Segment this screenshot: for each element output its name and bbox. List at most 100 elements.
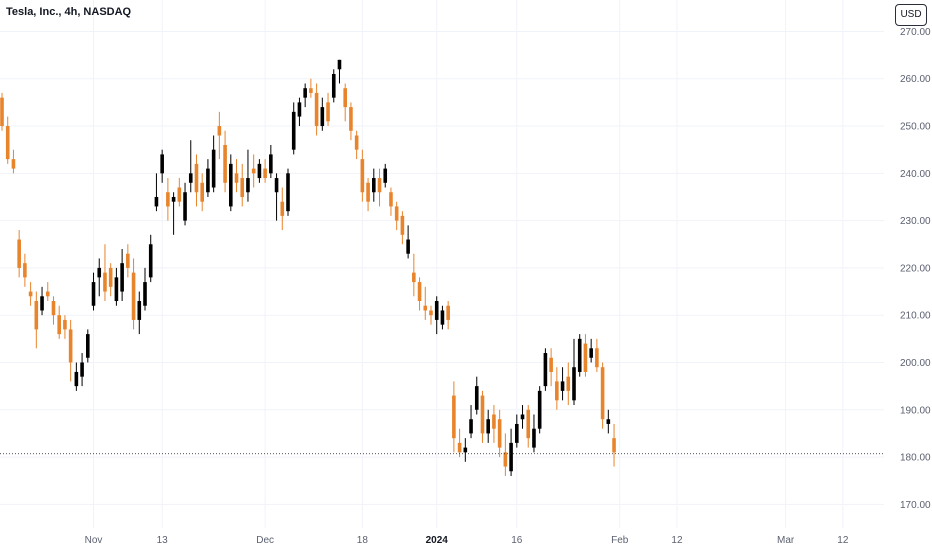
candle: [452, 381, 456, 453]
candle: [612, 423, 616, 467]
candle: [80, 353, 84, 387]
candle: [354, 130, 359, 160]
candle: [297, 97, 302, 127]
candle: [0, 92, 4, 131]
candle: [337, 59, 342, 84]
chart-title: Tesla, Inc., 4h, NASDAQ: [6, 6, 132, 18]
candle: [360, 149, 365, 202]
candle: [51, 296, 56, 325]
candle: [480, 390, 485, 443]
candle: [543, 348, 548, 391]
candle: [303, 83, 307, 108]
candle: [291, 102, 296, 155]
candle: [537, 386, 542, 434]
candle: [457, 428, 462, 458]
candle: [103, 244, 107, 302]
price-tick-label: 240.00: [900, 169, 931, 180]
candle: [589, 338, 593, 363]
candle: [320, 97, 325, 131]
candle: [417, 277, 422, 311]
candle: [120, 248, 124, 302]
candle: [154, 173, 159, 212]
price-tick-label: 250.00: [900, 122, 931, 133]
price-tick-label: 200.00: [900, 358, 931, 369]
candle: [148, 234, 153, 283]
candle: [412, 253, 416, 297]
time-tick-label: 13: [157, 535, 169, 546]
candle: [206, 159, 210, 197]
candle: [497, 409, 502, 458]
candle: [5, 116, 10, 164]
time-tick-label: 12: [671, 535, 683, 546]
candle: [549, 348, 553, 387]
candle: [34, 291, 39, 349]
candle: [314, 83, 319, 136]
time-tick-label: Mar: [777, 535, 795, 546]
price-tick-label: 170.00: [900, 500, 931, 511]
candle: [223, 130, 227, 193]
candle: [492, 405, 496, 443]
candle: [45, 282, 50, 302]
candle: [423, 286, 428, 320]
candle: [269, 144, 273, 179]
candle: [11, 149, 16, 174]
candle: [469, 405, 473, 439]
time-tick-label: Feb: [611, 535, 629, 546]
candle: [555, 367, 559, 410]
chart-grid: [0, 0, 884, 528]
candle: [126, 244, 130, 278]
candle: [446, 301, 450, 330]
time-tick-label: 12: [837, 535, 849, 546]
candle: [263, 159, 267, 183]
time-axis: Nov 13 Dec 18 2024 16 Feb 12 Mar 12: [85, 535, 849, 546]
candle: [171, 192, 176, 235]
candle: [509, 428, 513, 476]
candle: [309, 78, 313, 98]
candle: [366, 178, 370, 212]
time-tick-label: 18: [357, 535, 369, 546]
candle: [595, 338, 599, 372]
candle: [40, 286, 44, 316]
candle: [211, 135, 216, 193]
time-tick-label: 2024: [426, 535, 449, 546]
candle: [240, 163, 245, 207]
candle: [57, 305, 61, 339]
price-tick-label: 230.00: [900, 216, 931, 227]
candle: [188, 140, 193, 193]
candle: [560, 367, 565, 401]
candle: [326, 92, 330, 127]
candle: [251, 154, 256, 188]
candle: [520, 405, 525, 429]
price-tick-label: 260.00: [900, 74, 931, 85]
candle: [406, 225, 410, 259]
candle: [583, 334, 588, 377]
candle: [503, 433, 508, 476]
candle: [434, 296, 439, 335]
time-tick-label: 16: [511, 535, 523, 546]
candle: [160, 149, 164, 183]
candle: [217, 111, 222, 160]
candle: [108, 263, 113, 297]
price-tick-label: 270.00: [900, 27, 931, 38]
candle: [606, 409, 611, 434]
candle: [400, 211, 405, 245]
candle: [28, 282, 33, 306]
candle: [166, 178, 170, 221]
candle: [286, 168, 290, 216]
candle: [194, 154, 199, 207]
candle: [377, 168, 382, 207]
candle: [74, 362, 79, 391]
price-tick-label: 210.00: [900, 311, 931, 322]
candle: [572, 338, 576, 406]
candle: [274, 173, 279, 221]
candle: [566, 362, 571, 406]
currency-button[interactable]: USD: [895, 4, 927, 26]
candle: [429, 305, 433, 325]
candle: [331, 69, 336, 103]
candle: [86, 329, 90, 363]
candle: [486, 409, 490, 443]
candle: [474, 376, 479, 415]
candle: [177, 178, 182, 207]
candle: [246, 149, 250, 202]
